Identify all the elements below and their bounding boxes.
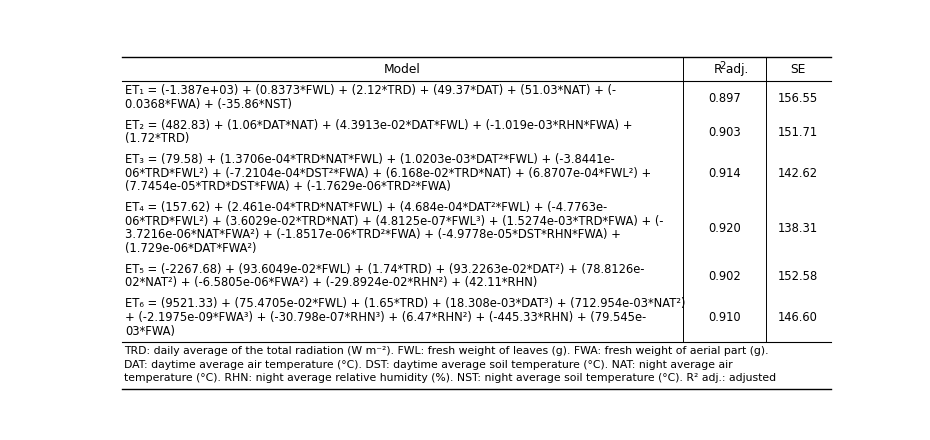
Text: ET₆ = (9521.33) + (75.4705e-02*FWL) + (1.65*TRD) + (18.308e-03*DAT³) + (712.954e: ET₆ = (9521.33) + (75.4705e-02*FWL) + (1… <box>125 297 685 311</box>
Text: 06*TRD*FWL²) + (3.6029e-02*TRD*NAT) + (4.8125e-07*FWL³) + (1.5274e-03*TRD*FWA) +: 06*TRD*FWL²) + (3.6029e-02*TRD*NAT) + (4… <box>125 215 663 228</box>
Text: 138.31: 138.31 <box>778 222 818 235</box>
Text: ET₃ = (79.58) + (1.3706e-04*TRD*NAT*FWL) + (1.0203e-03*DAT²*FWL) + (-3.8441e-: ET₃ = (79.58) + (1.3706e-04*TRD*NAT*FWL)… <box>125 154 615 166</box>
Text: 0.0368*FWA) + (-35.86*NST): 0.0368*FWA) + (-35.86*NST) <box>125 98 292 111</box>
Text: 142.62: 142.62 <box>778 168 818 180</box>
Text: Model: Model <box>384 62 421 76</box>
Text: ET₄ = (157.62) + (2.461e-04*TRD*NAT*FWL) + (4.684e-04*DAT²*FWL) + (-4.7763e-: ET₄ = (157.62) + (2.461e-04*TRD*NAT*FWL)… <box>125 202 607 214</box>
Text: 03*FWA): 03*FWA) <box>125 325 175 337</box>
Text: 156.55: 156.55 <box>778 92 818 105</box>
Text: 151.71: 151.71 <box>778 126 818 139</box>
Text: (1.729e-06*DAT*FWA²): (1.729e-06*DAT*FWA²) <box>125 242 257 255</box>
Text: TRD: daily average of the total radiation (W m⁻²). FWL: fresh weight of leaves (: TRD: daily average of the total radiatio… <box>124 346 768 356</box>
Text: 2: 2 <box>719 61 725 71</box>
Text: 146.60: 146.60 <box>778 312 818 324</box>
Text: ET₅ = (-2267.68) + (93.6049e-02*FWL) + (1.74*TRD) + (93.2263e-02*DAT²) + (78.812: ET₅ = (-2267.68) + (93.6049e-02*FWL) + (… <box>125 263 644 276</box>
Text: 02*NAT²) + (-6.5805e-06*FWA²) + (-29.8924e-02*RHN²) + (42.11*RHN): 02*NAT²) + (-6.5805e-06*FWA²) + (-29.892… <box>125 276 538 290</box>
Text: ET₁ = (-1.387e+03) + (0.8373*FWL) + (2.12*TRD) + (49.37*DAT) + (51.03*NAT) + (-: ET₁ = (-1.387e+03) + (0.8373*FWL) + (2.1… <box>125 84 616 97</box>
Text: temperature (°C). RHN: night average relative humidity (%). NST: night average s: temperature (°C). RHN: night average rel… <box>124 373 777 383</box>
Text: 0.910: 0.910 <box>708 312 740 324</box>
Text: ET₂ = (482.83) + (1.06*DAT*NAT) + (4.3913e-02*DAT*FWL) + (-1.019e-03*RHN*FWA) +: ET₂ = (482.83) + (1.06*DAT*NAT) + (4.391… <box>125 119 632 132</box>
Text: DAT: daytime average air temperature (°C). DST: daytime average soil temperature: DAT: daytime average air temperature (°C… <box>124 359 733 370</box>
Text: + (-2.1975e-09*FWA³) + (-30.798e-07*RHN³) + (6.47*RHN²) + (-445.33*RHN) + (79.54: + (-2.1975e-09*FWA³) + (-30.798e-07*RHN³… <box>125 311 646 324</box>
Text: 06*TRD*FWL²) + (-7.2104e-04*DST²*FWA) + (6.168e-02*TRD*NAT) + (6.8707e-04*FWL²) : 06*TRD*FWL²) + (-7.2104e-04*DST²*FWA) + … <box>125 167 651 180</box>
Text: 3.7216e-06*NAT*FWA²) + (-1.8517e-06*TRD²*FWA) + (-4.9778e-05*DST*RHN*FWA) +: 3.7216e-06*NAT*FWA²) + (-1.8517e-06*TRD²… <box>125 228 620 242</box>
Text: 0.914: 0.914 <box>708 168 740 180</box>
Text: 0.902: 0.902 <box>708 270 740 283</box>
Text: adj.: adj. <box>722 62 749 76</box>
Text: R: R <box>713 62 722 76</box>
Text: 0.903: 0.903 <box>708 126 740 139</box>
Text: (1.72*TRD): (1.72*TRD) <box>125 132 189 146</box>
Text: 0.897: 0.897 <box>708 92 740 105</box>
Text: 0.920: 0.920 <box>708 222 740 235</box>
Text: SE: SE <box>790 62 806 76</box>
Text: (7.7454e-05*TRD*DST*FWA) + (-1.7629e-06*TRD²*FWA): (7.7454e-05*TRD*DST*FWA) + (-1.7629e-06*… <box>125 180 451 194</box>
Text: 152.58: 152.58 <box>778 270 818 283</box>
